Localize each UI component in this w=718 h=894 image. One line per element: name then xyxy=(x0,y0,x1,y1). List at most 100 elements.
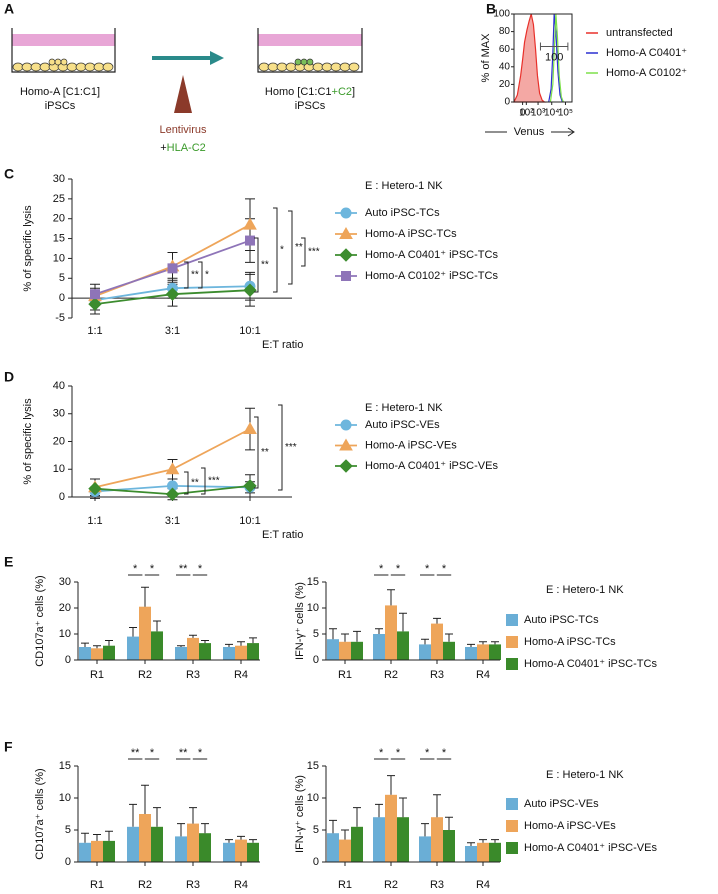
legend-marker xyxy=(339,226,353,239)
significance-label: * xyxy=(442,747,447,759)
legend-marker xyxy=(339,438,353,451)
y-tick-label: 15 xyxy=(307,576,319,588)
y-tick-label: 20 xyxy=(59,602,71,614)
vector-label: Lentivirus xyxy=(159,124,207,136)
legend-swatch xyxy=(506,636,518,648)
significance-bracket xyxy=(278,404,283,491)
bar xyxy=(103,645,115,660)
error-bar xyxy=(433,794,441,818)
significance-label: * xyxy=(133,563,138,575)
y-tick-label: 20 xyxy=(53,435,65,447)
legend-label: untransfected xyxy=(606,27,673,39)
error-bar xyxy=(201,823,209,834)
error-bar xyxy=(153,807,161,827)
schematic: Homo-A [C1:C1] iPSCs Lentivirus +HLA-C2 … xyxy=(11,28,363,154)
cells xyxy=(12,58,114,72)
bar xyxy=(385,605,397,660)
error-bar xyxy=(177,823,185,837)
bar xyxy=(339,641,351,660)
error-bar xyxy=(375,803,383,818)
significance-label: *** xyxy=(208,476,220,487)
significance-bracket xyxy=(273,207,278,293)
significance-label: * xyxy=(198,563,203,575)
y-tick-label: 5 xyxy=(313,628,319,640)
x-tick-label: 3:1 xyxy=(165,325,180,337)
name-end: ] xyxy=(352,86,355,98)
bar xyxy=(431,817,443,862)
error-bar xyxy=(445,633,453,642)
x-tick-label: R3 xyxy=(186,879,200,891)
insert-label: +HLA-C2 xyxy=(160,142,206,154)
x-tick-label: R4 xyxy=(234,879,248,891)
y-tick-label: 10 xyxy=(307,792,319,804)
bar xyxy=(223,842,235,862)
y-tick-label: 30 xyxy=(59,576,71,588)
error-bar xyxy=(201,640,209,644)
plot-frame xyxy=(513,13,573,103)
significance-label: ** xyxy=(131,747,140,759)
y-tick-label: 20 xyxy=(499,79,511,90)
error-bar xyxy=(225,643,233,647)
legend-label: Homo-A C0401⁺ iPSC-VEs xyxy=(365,460,498,472)
panel-label: C xyxy=(4,166,14,182)
y-tick-label: 80 xyxy=(499,26,511,37)
x-tick-label: R2 xyxy=(138,879,152,891)
error-bar xyxy=(341,829,349,840)
error-bar xyxy=(375,628,383,634)
significance-label: ** xyxy=(191,478,199,489)
bar xyxy=(151,631,163,660)
x-axis-label: E:T ratio xyxy=(262,339,303,351)
marker xyxy=(165,287,180,301)
x-tick-label: 10⁴ xyxy=(544,108,559,119)
bar xyxy=(151,826,163,862)
significance-label: * xyxy=(425,747,430,759)
marker xyxy=(165,462,180,475)
y-tick-label: 0 xyxy=(504,97,510,108)
significance-label: ** xyxy=(191,270,199,281)
significance-label: * xyxy=(198,747,203,759)
significance-label: ** xyxy=(261,447,269,458)
error-bar xyxy=(93,833,101,841)
legend-label: Homo-A C0102⁺ xyxy=(606,67,687,79)
bar xyxy=(373,634,385,660)
bar xyxy=(139,814,151,862)
x-tick-label: 1:1 xyxy=(87,515,102,527)
y-tick-label: 0 xyxy=(313,856,319,868)
significance-bracket xyxy=(288,210,293,285)
significance-label: * xyxy=(280,245,284,256)
error-bar xyxy=(329,628,337,640)
significance-bracket xyxy=(184,471,189,495)
error-bar xyxy=(93,645,101,649)
bar xyxy=(175,836,187,862)
significance-label: * xyxy=(442,563,447,575)
marker xyxy=(165,487,180,501)
error-bar xyxy=(237,641,245,646)
marker xyxy=(243,217,257,230)
x-tick-label: R1 xyxy=(338,879,352,891)
x-tick-label: 10:1 xyxy=(239,515,260,527)
well xyxy=(11,28,116,73)
y-axis-label: IFN-γ⁺ cells (%) xyxy=(294,775,306,853)
significance-bracket xyxy=(254,416,259,489)
legend-title: E : Hetero-1 NK xyxy=(546,769,624,781)
error-bar xyxy=(341,633,349,642)
bar xyxy=(385,794,397,862)
x-tick-label: R1 xyxy=(90,669,104,681)
marker xyxy=(88,297,102,311)
legend-title: E : Hetero-1 NK xyxy=(365,180,443,192)
y-tick-label: 0 xyxy=(59,491,65,503)
legend-swatch xyxy=(506,820,518,832)
x-axis-label: E:T ratio xyxy=(262,529,303,541)
bar xyxy=(199,833,211,862)
x-tick-label: R2 xyxy=(138,669,152,681)
medium xyxy=(258,34,362,46)
y-tick-label: 10 xyxy=(59,792,71,804)
cells xyxy=(258,58,360,72)
error-bar xyxy=(491,839,499,843)
significance-label: * xyxy=(379,563,384,575)
panel-label: B xyxy=(486,1,496,17)
x-tick-label: R4 xyxy=(476,669,490,681)
error-bar xyxy=(129,627,137,637)
bar xyxy=(397,817,409,862)
